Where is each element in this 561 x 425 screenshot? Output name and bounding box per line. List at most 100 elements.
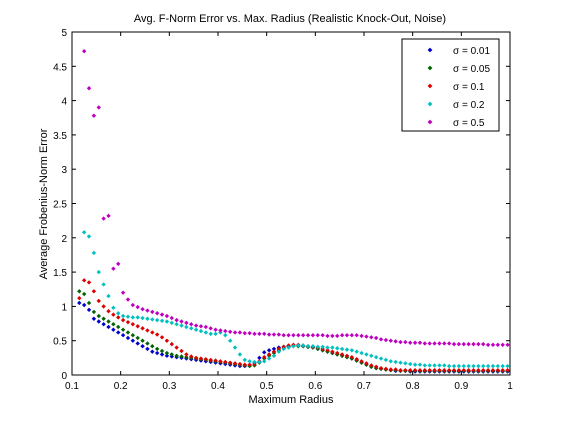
- data-point: [169, 315, 174, 321]
- data-point: [140, 343, 145, 349]
- data-point: [179, 319, 184, 324]
- data-point: [116, 315, 121, 320]
- data-point: [223, 328, 228, 334]
- data-point: [466, 363, 471, 369]
- data-point: [150, 309, 155, 315]
- data-point: [276, 346, 282, 352]
- data-point: [495, 363, 501, 369]
- data-point: [437, 363, 442, 368]
- data-point: [364, 361, 369, 366]
- data-point: [232, 361, 238, 366]
- data-point: [378, 365, 384, 371]
- data-point: [193, 323, 199, 328]
- data-point: [140, 338, 145, 343]
- legend-label: σ = 0.5: [453, 118, 485, 129]
- data-point: [442, 341, 447, 346]
- x-tick-label: 0.9: [454, 381, 468, 392]
- data-point: [213, 358, 218, 363]
- data-point: [427, 363, 432, 368]
- data-point: [305, 343, 311, 349]
- data-point: [266, 356, 272, 361]
- data-point: [276, 349, 282, 354]
- data-point: [140, 326, 145, 331]
- data-point: [145, 341, 150, 346]
- data-point: [159, 335, 165, 340]
- data-point: [271, 349, 277, 354]
- data-point: [422, 341, 428, 346]
- legend-label: σ = 0.05: [453, 64, 490, 75]
- data-point: [262, 331, 267, 337]
- data-point: [111, 312, 116, 317]
- data-point: [77, 289, 82, 294]
- data-point: [378, 356, 384, 361]
- data-point: [193, 327, 199, 332]
- data-point: [393, 367, 398, 372]
- data-point: [364, 334, 369, 339]
- data-point: [451, 341, 457, 347]
- data-point: [86, 300, 92, 306]
- data-point: [471, 363, 476, 369]
- data-point: [106, 319, 111, 324]
- data-point: [471, 367, 476, 373]
- data-point: [412, 340, 418, 345]
- data-point: [125, 314, 131, 319]
- data-point: [262, 350, 267, 355]
- data-point: [140, 315, 145, 321]
- data-point: [174, 353, 179, 358]
- data-point: [344, 333, 350, 338]
- data-point: [417, 362, 423, 367]
- data-point: [154, 350, 160, 356]
- data-point: [281, 333, 286, 338]
- data-point: [456, 341, 462, 347]
- data-point: [325, 345, 330, 350]
- y-tick-label: 2.5: [53, 200, 67, 211]
- x-axis-label: Maximum Radius: [249, 394, 334, 406]
- data-point: [286, 345, 291, 350]
- y-tick-label: 5: [61, 28, 67, 39]
- data-point: [451, 367, 457, 373]
- x-tick-label: 0.5: [260, 381, 274, 392]
- y-tick-label: 0.5: [53, 337, 67, 348]
- data-point: [252, 331, 257, 337]
- data-point: [461, 367, 466, 373]
- data-point: [179, 323, 184, 328]
- y-axis-label: Average Frobenius-Norm Error: [38, 128, 50, 279]
- data-point: [106, 309, 111, 314]
- data-point: [184, 324, 189, 330]
- data-point: [257, 359, 262, 365]
- data-point: [349, 348, 355, 353]
- data-point: [150, 349, 155, 354]
- data-point: [227, 360, 233, 365]
- data-point: [262, 354, 267, 360]
- data-point: [213, 327, 218, 332]
- data-point: [320, 333, 325, 338]
- y-tick-label: 4.5: [53, 62, 67, 73]
- data-point: [403, 367, 408, 373]
- legend-item: σ = 0.05: [427, 64, 490, 75]
- data-point: [111, 305, 116, 310]
- data-point: [344, 353, 350, 358]
- data-point: [456, 367, 462, 373]
- data-point: [344, 347, 350, 352]
- data-point: [271, 332, 277, 337]
- data-point: [130, 315, 136, 320]
- data-point: [145, 308, 150, 313]
- data-point: [120, 290, 126, 295]
- data-point: [281, 346, 286, 352]
- data-point: [427, 367, 432, 373]
- data-point: [330, 345, 335, 350]
- data-point: [349, 333, 355, 338]
- data-point: [369, 335, 374, 340]
- data-point: [300, 343, 306, 348]
- data-point: [159, 348, 165, 354]
- data-point: [111, 266, 116, 271]
- data-point: [466, 341, 471, 347]
- y-tick-label: 4: [61, 97, 67, 108]
- data-point: [106, 293, 111, 299]
- data-point: [159, 312, 165, 317]
- data-point: [422, 367, 428, 373]
- legend-marker: [427, 119, 433, 125]
- data-point: [135, 304, 140, 310]
- legend-box: [401, 38, 500, 132]
- data-point: [208, 326, 213, 331]
